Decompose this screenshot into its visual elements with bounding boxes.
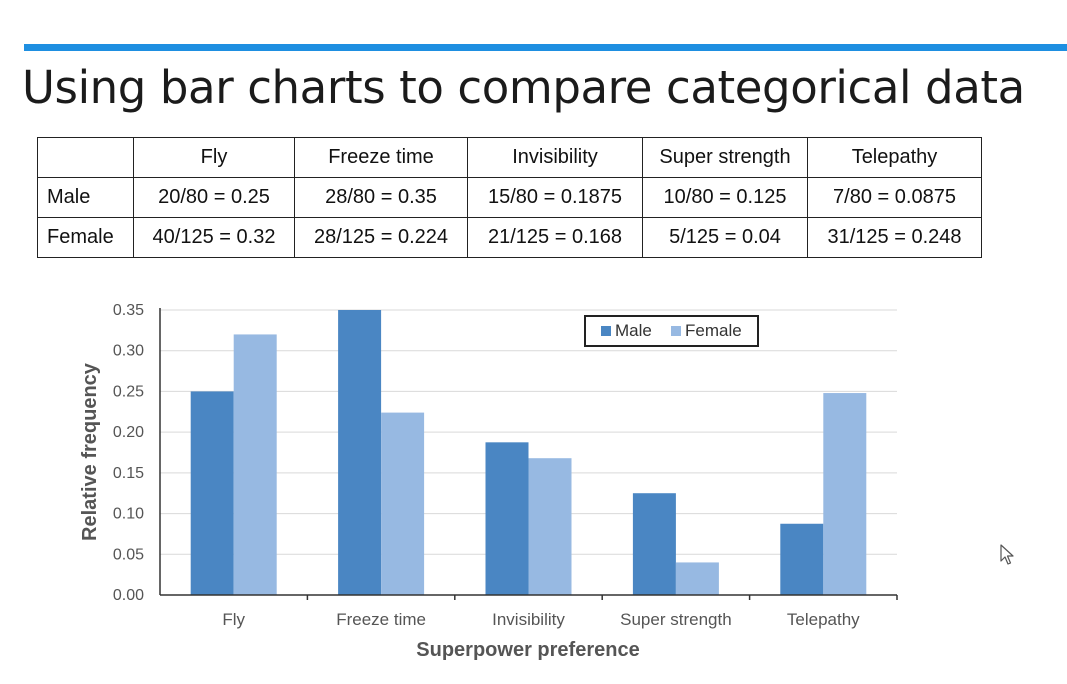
y-tick-label: 0.25 xyxy=(113,383,144,400)
table-header-cell: Fly xyxy=(133,137,295,178)
legend-label-female: Female xyxy=(685,321,742,340)
y-tick-label: 0.30 xyxy=(113,343,144,360)
x-tick-label: Telepathy xyxy=(787,610,860,629)
legend-swatch-male xyxy=(601,326,611,336)
slide-title: Using bar charts to compare categorical … xyxy=(22,61,1025,114)
table-header-cell xyxy=(37,137,134,178)
table-header-row: Fly Freeze time Invisibility Super stren… xyxy=(37,137,982,178)
x-tick-label: Fly xyxy=(222,610,245,629)
y-axis-label: Relative frequency xyxy=(79,362,101,541)
row-label-male: Male xyxy=(37,177,134,218)
y-tick-label: 0.00 xyxy=(113,587,144,604)
x-tick-label: Invisibility xyxy=(492,610,565,629)
y-tick-label: 0.05 xyxy=(113,546,144,563)
bar-female xyxy=(675,562,719,595)
table-cell: 40/125 = 0.32 xyxy=(133,217,295,258)
x-tick-label: Super strength xyxy=(620,610,732,629)
table-header-cell: Telepathy xyxy=(807,137,982,178)
legend-swatch-female xyxy=(671,326,681,336)
top-accent-rule xyxy=(24,44,1067,51)
bar-female xyxy=(381,412,425,595)
row-label-female: Female xyxy=(37,217,134,258)
legend-label-male: Male xyxy=(615,321,652,340)
x-axis-label: Superpower preference xyxy=(416,639,639,661)
table-cell: 10/80 = 0.125 xyxy=(642,177,808,218)
table-cell: 21/125 = 0.168 xyxy=(467,217,643,258)
table-header-cell: Invisibility xyxy=(467,137,643,178)
table-cell: 7/80 = 0.0875 xyxy=(807,177,982,218)
y-tick-label: 0.20 xyxy=(113,424,144,441)
table-cell: 28/125 = 0.224 xyxy=(294,217,468,258)
bar-male xyxy=(632,493,676,595)
table-cell: 15/80 = 0.1875 xyxy=(467,177,643,218)
frequency-table: Fly Freeze time Invisibility Super stren… xyxy=(37,137,982,258)
bar-male xyxy=(338,310,382,595)
table-cell: 31/125 = 0.248 xyxy=(807,217,982,258)
bar-male xyxy=(485,442,529,595)
table-header-cell: Super strength xyxy=(642,137,808,178)
bar-male xyxy=(190,391,234,595)
table-cell: 20/80 = 0.25 xyxy=(133,177,295,218)
bar-male xyxy=(780,523,824,595)
bar-female xyxy=(528,458,572,595)
y-tick-label: 0.15 xyxy=(113,465,144,482)
mouse-pointer-icon xyxy=(1000,544,1014,565)
x-tick-label: Freeze time xyxy=(336,610,426,629)
bar-female xyxy=(823,393,867,595)
y-tick-label: 0.35 xyxy=(113,302,144,319)
table-cell: 5/125 = 0.04 xyxy=(642,217,808,258)
table-header-cell: Freeze time xyxy=(294,137,468,178)
table-row: Female 40/125 = 0.32 28/125 = 0.224 21/1… xyxy=(37,217,982,258)
bar-female xyxy=(233,334,277,595)
y-tick-label: 0.10 xyxy=(113,506,144,523)
